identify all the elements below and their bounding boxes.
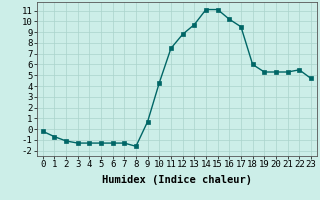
X-axis label: Humidex (Indice chaleur): Humidex (Indice chaleur): [102, 175, 252, 185]
